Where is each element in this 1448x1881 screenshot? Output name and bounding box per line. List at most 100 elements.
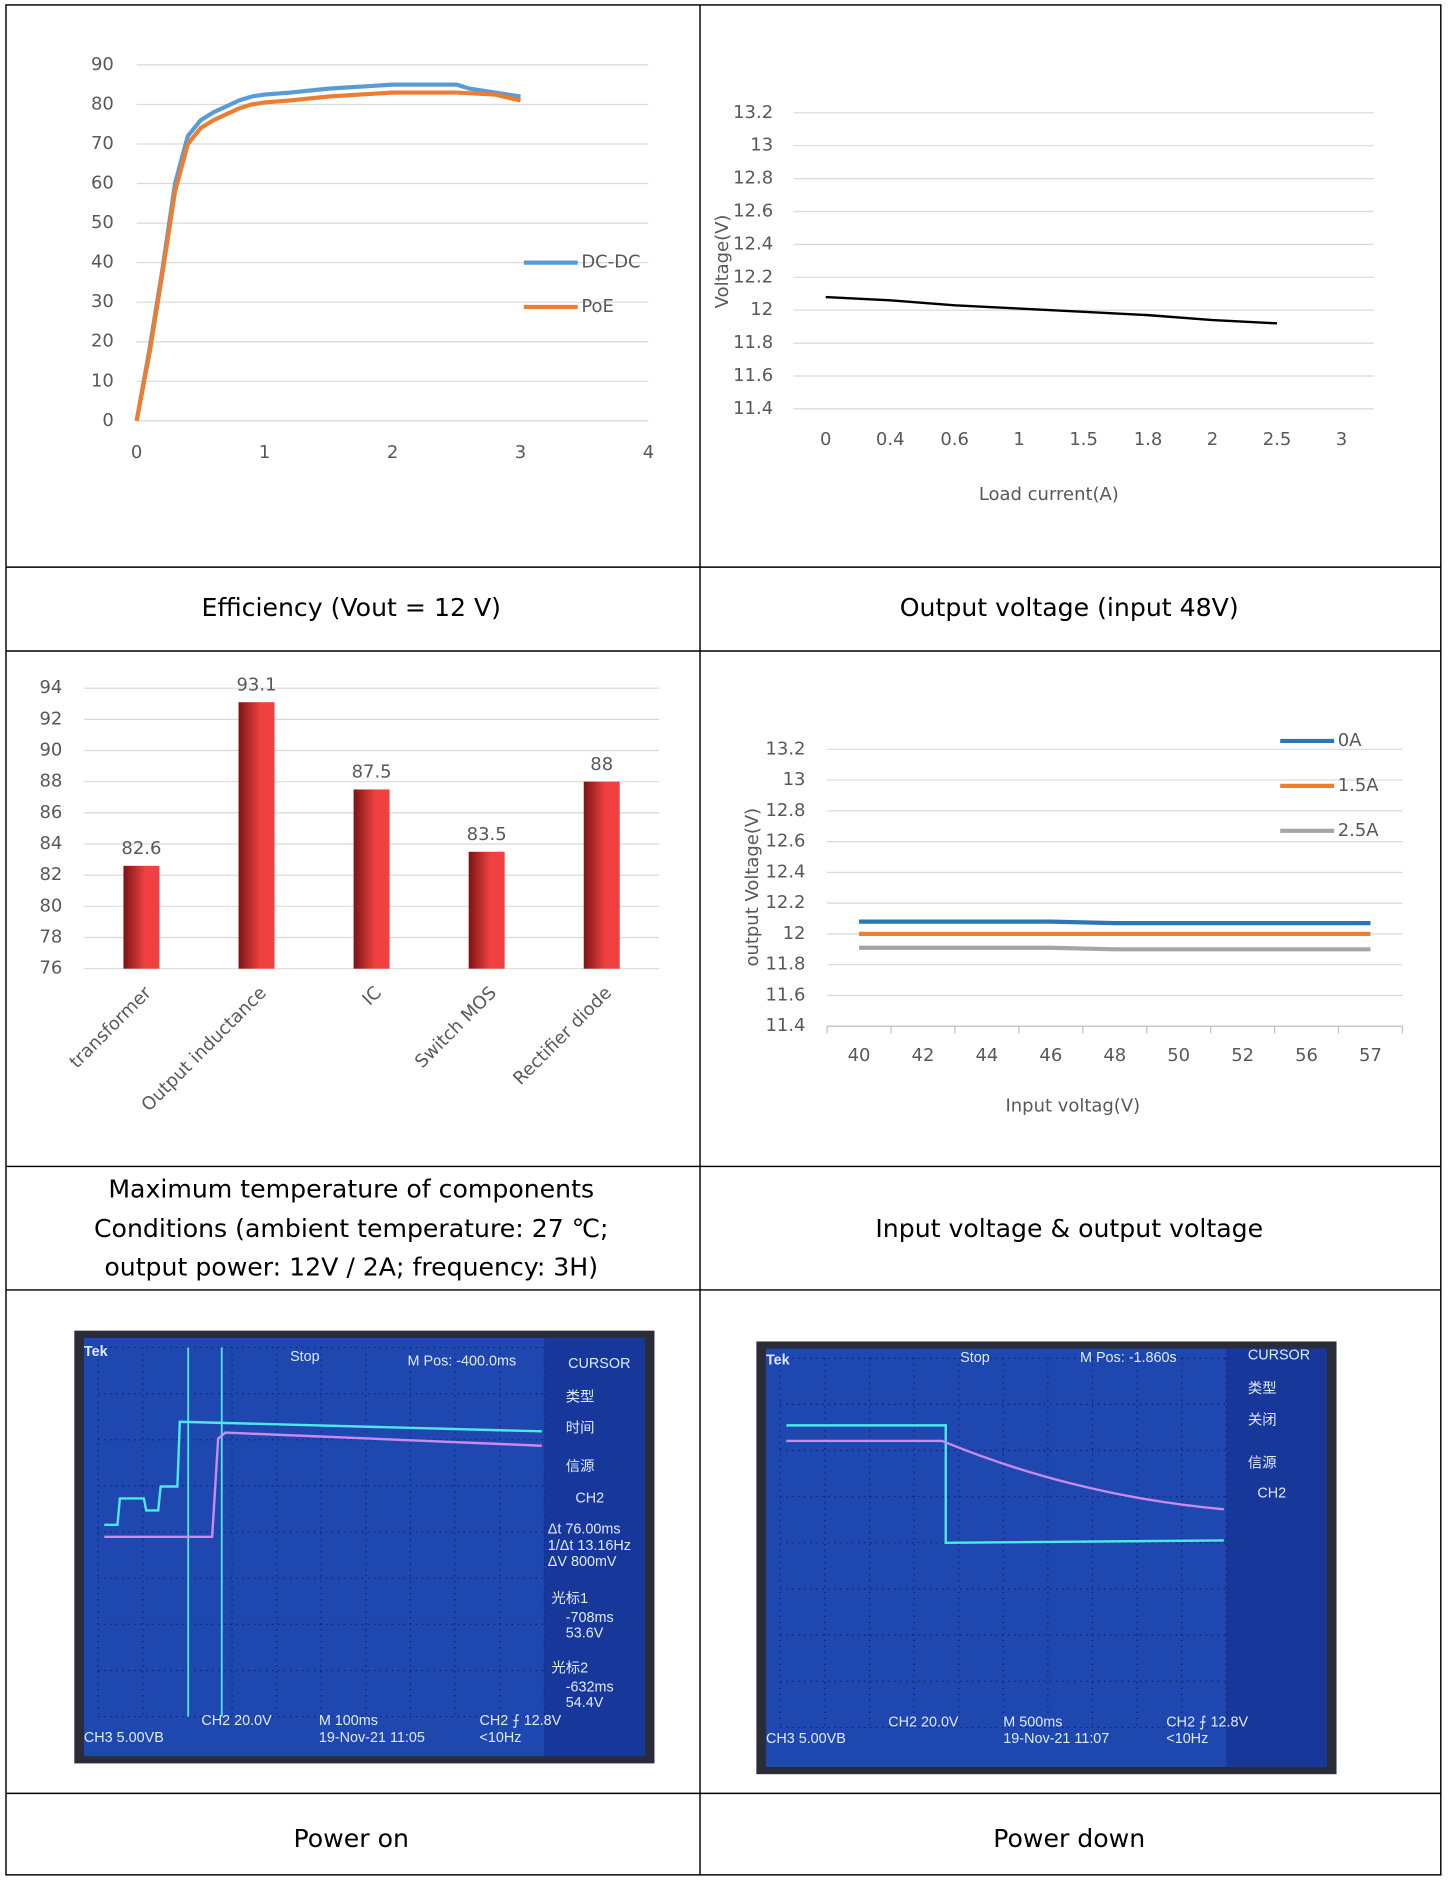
scope-label: 类型 [566, 1389, 595, 1406]
scope-label: 时间 [566, 1420, 595, 1437]
scope-label: CH2 20.0V [201, 1713, 272, 1729]
scope-trace [786, 1424, 1224, 1545]
scope-label: CH2 ⨍ 12.8V [1166, 1714, 1248, 1730]
bar [238, 702, 275, 969]
legend-label: PoE [581, 296, 614, 317]
data-label: 87.5 [352, 762, 392, 783]
scope-label: ΔV 800mV [548, 1554, 617, 1570]
y-tick-label: 40 [91, 252, 114, 273]
data-label: 93.1 [237, 674, 277, 695]
scope-label: -632ms [566, 1680, 614, 1696]
y-tick-label: 11.8 [733, 332, 773, 353]
scope-label: 信源 [566, 1458, 595, 1475]
bar [353, 789, 390, 969]
y-tick-label: 11.4 [765, 1015, 805, 1036]
caption: Power down [993, 1824, 1145, 1853]
scope-trace [786, 1439, 1224, 1511]
x-tick-label: 44 [975, 1045, 998, 1066]
scope-label: CURSOR [1248, 1348, 1310, 1364]
y-tick-label: 12.8 [733, 168, 773, 189]
scope-label: 类型 [1248, 1380, 1277, 1397]
scope-label: M 500ms [1003, 1714, 1062, 1730]
caption: output power: 12V / 2A; frequency: 3H) [104, 1252, 598, 1281]
y-tick-label: 12.4 [765, 861, 805, 882]
y-tick-label: 12.4 [733, 233, 773, 254]
y-tick-label: 12 [783, 923, 806, 944]
x-tick-label: 56 [1295, 1045, 1318, 1066]
legend-label: DC-DC [581, 252, 640, 273]
x-tick-label: Rectifier diode [509, 982, 616, 1089]
x-tick-label: Output inductance [137, 982, 270, 1115]
y-axis-title: output Voltage(V) [742, 808, 763, 967]
scope-trace [104, 1431, 542, 1539]
data-label: 88 [590, 754, 613, 775]
y-tick-label: 20 [91, 331, 114, 352]
bar [583, 781, 620, 969]
x-tick-label: 3 [1336, 429, 1347, 450]
scope-label: Δt 76.00ms [548, 1521, 621, 1537]
scope-trace [104, 1420, 542, 1527]
y-tick-label: 11.6 [765, 984, 805, 1005]
y-tick-label: 10 [91, 370, 114, 391]
x-tick-label: 50 [1167, 1045, 1190, 1066]
scope-label: <10Hz [1166, 1731, 1208, 1747]
y-tick-label: 94 [39, 677, 62, 698]
scope-label: 53.6V [566, 1626, 604, 1642]
data-label: 82.6 [121, 838, 161, 859]
x-tick-label: 4 [643, 442, 654, 463]
scope-label: M Pos: -400.0ms [408, 1354, 517, 1370]
x-tick-label: 57 [1359, 1045, 1382, 1066]
y-tick-label: 13.2 [765, 738, 805, 759]
x-tick-label: 3 [515, 442, 526, 463]
scope-label: CH2 20.0V [888, 1714, 959, 1730]
caption: Conditions (ambient temperature: 27 ℃; [94, 1214, 608, 1243]
scope-side-panel [544, 1337, 645, 1757]
x-tick-label: 1 [259, 442, 270, 463]
y-tick-label: 90 [39, 740, 62, 761]
x-axis-title: Load current(A) [979, 484, 1119, 505]
y-tick-label: 76 [39, 958, 62, 979]
caption: Output voltage (input 48V) [900, 593, 1239, 622]
x-tick-label: 0 [131, 442, 142, 463]
y-tick-label: 11.8 [765, 954, 805, 975]
scope-label: 信源 [1248, 1455, 1277, 1472]
scope-label: 关闭 [1248, 1411, 1277, 1428]
y-tick-label: 12.2 [765, 892, 805, 913]
y-tick-label: 13.2 [733, 102, 773, 123]
y-tick-label: 12 [750, 299, 773, 320]
x-tick-label: IC [358, 982, 385, 1009]
series-line [859, 919, 1371, 926]
y-tick-label: 12.8 [765, 800, 805, 821]
y-tick-label: 0 [102, 410, 113, 431]
scope-label: 54.4V [566, 1695, 604, 1711]
bar [468, 851, 505, 969]
y-tick-label: 82 [39, 864, 62, 885]
y-tick-label: 30 [91, 291, 114, 312]
scope-label: <10Hz [479, 1730, 521, 1746]
x-tick-label: 52 [1231, 1045, 1254, 1066]
x-tick-label: 0.6 [940, 429, 969, 450]
x-tick-label: 1.8 [1134, 429, 1163, 450]
legend-label: 1.5A [1338, 775, 1380, 796]
x-tick-label: 0.4 [876, 429, 905, 450]
x-tick-label: 42 [912, 1045, 935, 1066]
data-label: 83.5 [467, 824, 507, 845]
scope-label: 光标1 [551, 1590, 588, 1607]
y-tick-label: 80 [39, 895, 62, 916]
scope-label: 19-Nov-21 11:05 [319, 1730, 425, 1746]
scope-label: 光标2 [551, 1659, 588, 1676]
y-axis-title: Voltage(V) [712, 215, 733, 309]
y-tick-label: 13 [783, 769, 806, 790]
y-tick-label: 80 [91, 93, 114, 114]
caption: Efficiency (Vout = 12 V) [201, 593, 501, 622]
scope-label: Stop [290, 1349, 320, 1365]
scope-label: CH2 [1257, 1485, 1286, 1501]
x-tick-label: Switch MOS [411, 982, 501, 1072]
x-tick-label: 2 [387, 442, 398, 463]
scope-label: M Pos: -1.860s [1080, 1350, 1177, 1366]
bar [123, 865, 160, 969]
